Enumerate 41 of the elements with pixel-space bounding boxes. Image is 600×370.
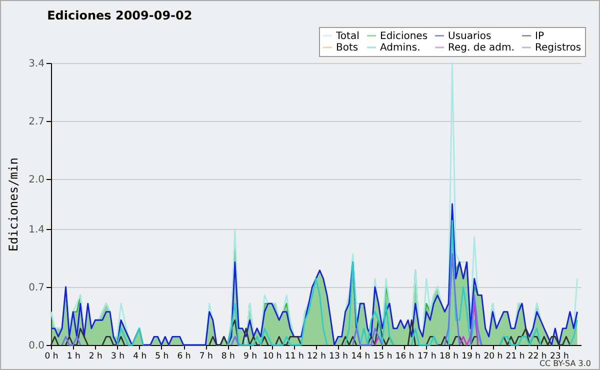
x-tick-label: 3 h	[111, 352, 124, 362]
x-tick-label: 4 h	[133, 352, 147, 362]
legend-label: Usuarios	[448, 30, 492, 42]
y-tick-label: 1.4	[28, 224, 44, 236]
x-tick-label: 1 h	[66, 352, 80, 362]
chart-title: Ediciones 2009-09-02	[47, 8, 192, 22]
x-tick-label: 19 h	[462, 352, 481, 362]
x-tick-label: 5 h	[155, 352, 169, 362]
x-tick-label: 2 h	[88, 352, 102, 362]
x-tick-label: 17 h	[417, 352, 436, 362]
x-tick-label: 7 h	[199, 352, 213, 362]
x-tick-label: 11 h	[284, 352, 304, 362]
text: CC BY-SA 3.0	[539, 359, 591, 368]
x-tick-label: 0 h	[44, 352, 58, 362]
x-tick-label: 21 h	[506, 352, 525, 362]
y-tick-label: 2.7	[28, 116, 44, 128]
legend-label: Admins.	[380, 42, 420, 54]
y-axis-title: Ediciones/min	[6, 158, 21, 252]
x-tick-label: 14 h	[351, 352, 370, 362]
x-tick-label: 18 h	[440, 352, 458, 362]
x-tick-label: 16 h	[395, 352, 414, 362]
x-tick-label: 23 h	[550, 352, 569, 362]
x-tick-label: 6 h	[177, 352, 191, 362]
x-tick-label: 15 h	[373, 352, 392, 362]
x-tick-label: 9 h	[244, 352, 257, 362]
legend-label: Ediciones	[380, 30, 428, 42]
legend-label: Total	[335, 30, 360, 42]
y-tick-label: 2.0	[28, 174, 44, 186]
x-tick-label: 22 h	[528, 352, 547, 362]
y-tick-label: 0.0	[28, 340, 44, 352]
legend-label: Reg. de adm.	[448, 42, 514, 54]
y-tick-label: 0.7	[28, 282, 44, 294]
legend-label: Registros	[535, 42, 582, 54]
legend-label: IP	[535, 30, 544, 42]
x-tick-label: 13 h	[329, 352, 348, 362]
legend-label: Bots	[336, 42, 358, 54]
x-tick-label: 12 h	[307, 352, 326, 362]
x-tick-label: 10 h	[262, 352, 282, 362]
x-tick-label: 8 h	[221, 352, 235, 362]
y-tick-label: 3.4	[28, 58, 44, 70]
x-tick-label: 20 h	[484, 352, 503, 362]
